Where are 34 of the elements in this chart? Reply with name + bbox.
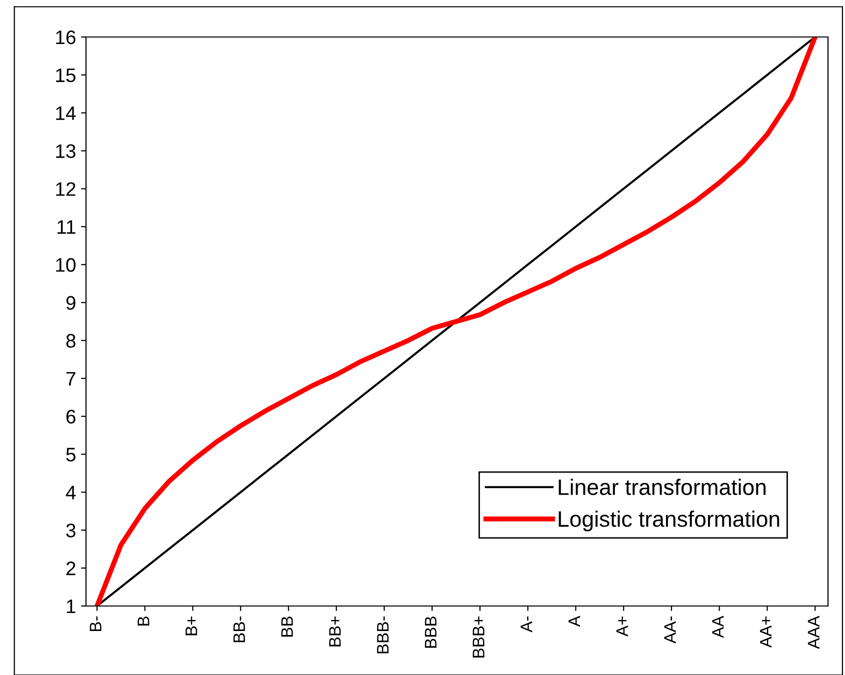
x-tick-label: AA+ xyxy=(760,616,772,648)
y-tick-label: 7 xyxy=(66,372,76,386)
y-tick-label: 9 xyxy=(66,296,76,310)
x-tick-label: BBB- xyxy=(377,616,389,654)
x-tick-label: A- xyxy=(520,616,532,632)
y-tick-label: 5 xyxy=(66,448,76,462)
y-tick-label: 8 xyxy=(66,334,76,348)
y-tick-label: 15 xyxy=(56,68,76,82)
y-tick-label: 6 xyxy=(66,410,76,424)
x-tick-label: BB- xyxy=(233,616,245,642)
y-tick-label: 10 xyxy=(56,258,76,272)
x-tick-label: BB+ xyxy=(329,616,341,646)
y-tick-label: 14 xyxy=(56,106,76,120)
y-tick-label: 16 xyxy=(56,30,76,44)
y-tick-label: 4 xyxy=(66,486,76,500)
x-tick-label: BBB+ xyxy=(472,616,484,658)
legend-label: Logistic transformation xyxy=(558,510,780,532)
x-tick-label: A+ xyxy=(616,616,628,637)
x-tick-label: AA- xyxy=(664,616,676,644)
x-tick-label: B- xyxy=(90,616,102,632)
x-tick-label: B xyxy=(138,616,150,626)
y-tick-label: 11 xyxy=(58,220,76,234)
legend-label: Linear transformation xyxy=(558,478,766,496)
y-tick-label: 1 xyxy=(66,600,76,614)
x-tick-label: A xyxy=(568,616,580,627)
y-tick-label: 3 xyxy=(66,524,76,538)
x-tick-label: B+ xyxy=(186,616,198,636)
x-tick-label: AAA xyxy=(808,616,820,650)
x-tick-label: AA xyxy=(712,616,724,638)
y-tick-label: 12 xyxy=(56,182,76,196)
y-tick-label: 13 xyxy=(56,144,76,158)
x-tick-label: BBB xyxy=(424,616,436,648)
x-tick-label: BB xyxy=(281,616,293,637)
y-tick-label: 2 xyxy=(66,562,76,576)
